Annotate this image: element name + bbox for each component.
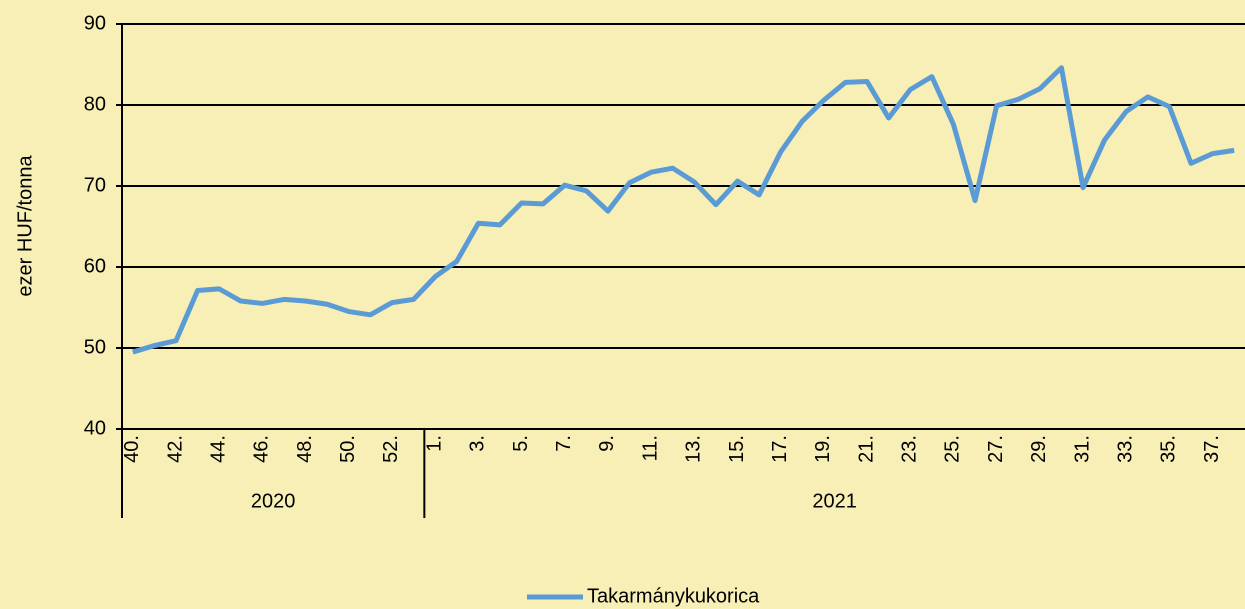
x-tick-label: 19. xyxy=(812,435,834,463)
legend-label: Takarmánykukorica xyxy=(587,585,760,607)
x-tick-label: 33. xyxy=(1115,435,1137,463)
x-tick-label: 40. xyxy=(121,435,143,463)
data-line xyxy=(132,65,1235,355)
x-tick-label: 52. xyxy=(380,435,402,463)
x-tick-label: 29. xyxy=(1028,435,1050,463)
x-tick-label: 25. xyxy=(942,435,964,463)
y-tick-label: 80 xyxy=(84,93,106,115)
x-tick-label: 46. xyxy=(251,435,273,463)
x-tick-label: 5. xyxy=(510,435,532,452)
x-tick-label: 31. xyxy=(1071,435,1093,463)
y-tick-label: 60 xyxy=(84,255,106,277)
x-tick-label: 7. xyxy=(553,435,575,452)
group-label: 2021 xyxy=(812,490,857,512)
y-tick-label: 40 xyxy=(84,417,106,439)
x-tick-label: 17. xyxy=(769,435,791,463)
x-tick-label: 37. xyxy=(1201,435,1223,463)
x-tick-label: 42. xyxy=(164,435,186,463)
x-tick-label: 9. xyxy=(596,435,618,452)
x-tick-label: 13. xyxy=(683,435,705,463)
y-tick-label: 70 xyxy=(84,174,106,196)
x-tick-label: 35. xyxy=(1158,435,1180,463)
x-tick-label: 15. xyxy=(726,435,748,463)
x-tick-label: 27. xyxy=(985,435,1007,463)
x-tick-label: 3. xyxy=(467,435,489,452)
x-tick-label: 44. xyxy=(207,435,229,463)
x-tick-label: 11. xyxy=(639,435,661,461)
group-label: 2020 xyxy=(251,490,296,512)
y-axis-label: ezer HUF/tonna xyxy=(14,155,36,297)
y-tick-label: 50 xyxy=(84,336,106,358)
x-tick-label: 21. xyxy=(855,435,877,463)
x-tick-label: 48. xyxy=(294,435,316,463)
x-tick-label: 50. xyxy=(337,435,359,463)
x-tick-label: 23. xyxy=(899,435,921,463)
x-tick-label: 1. xyxy=(423,435,445,452)
y-tick-label: 90 xyxy=(84,12,106,34)
